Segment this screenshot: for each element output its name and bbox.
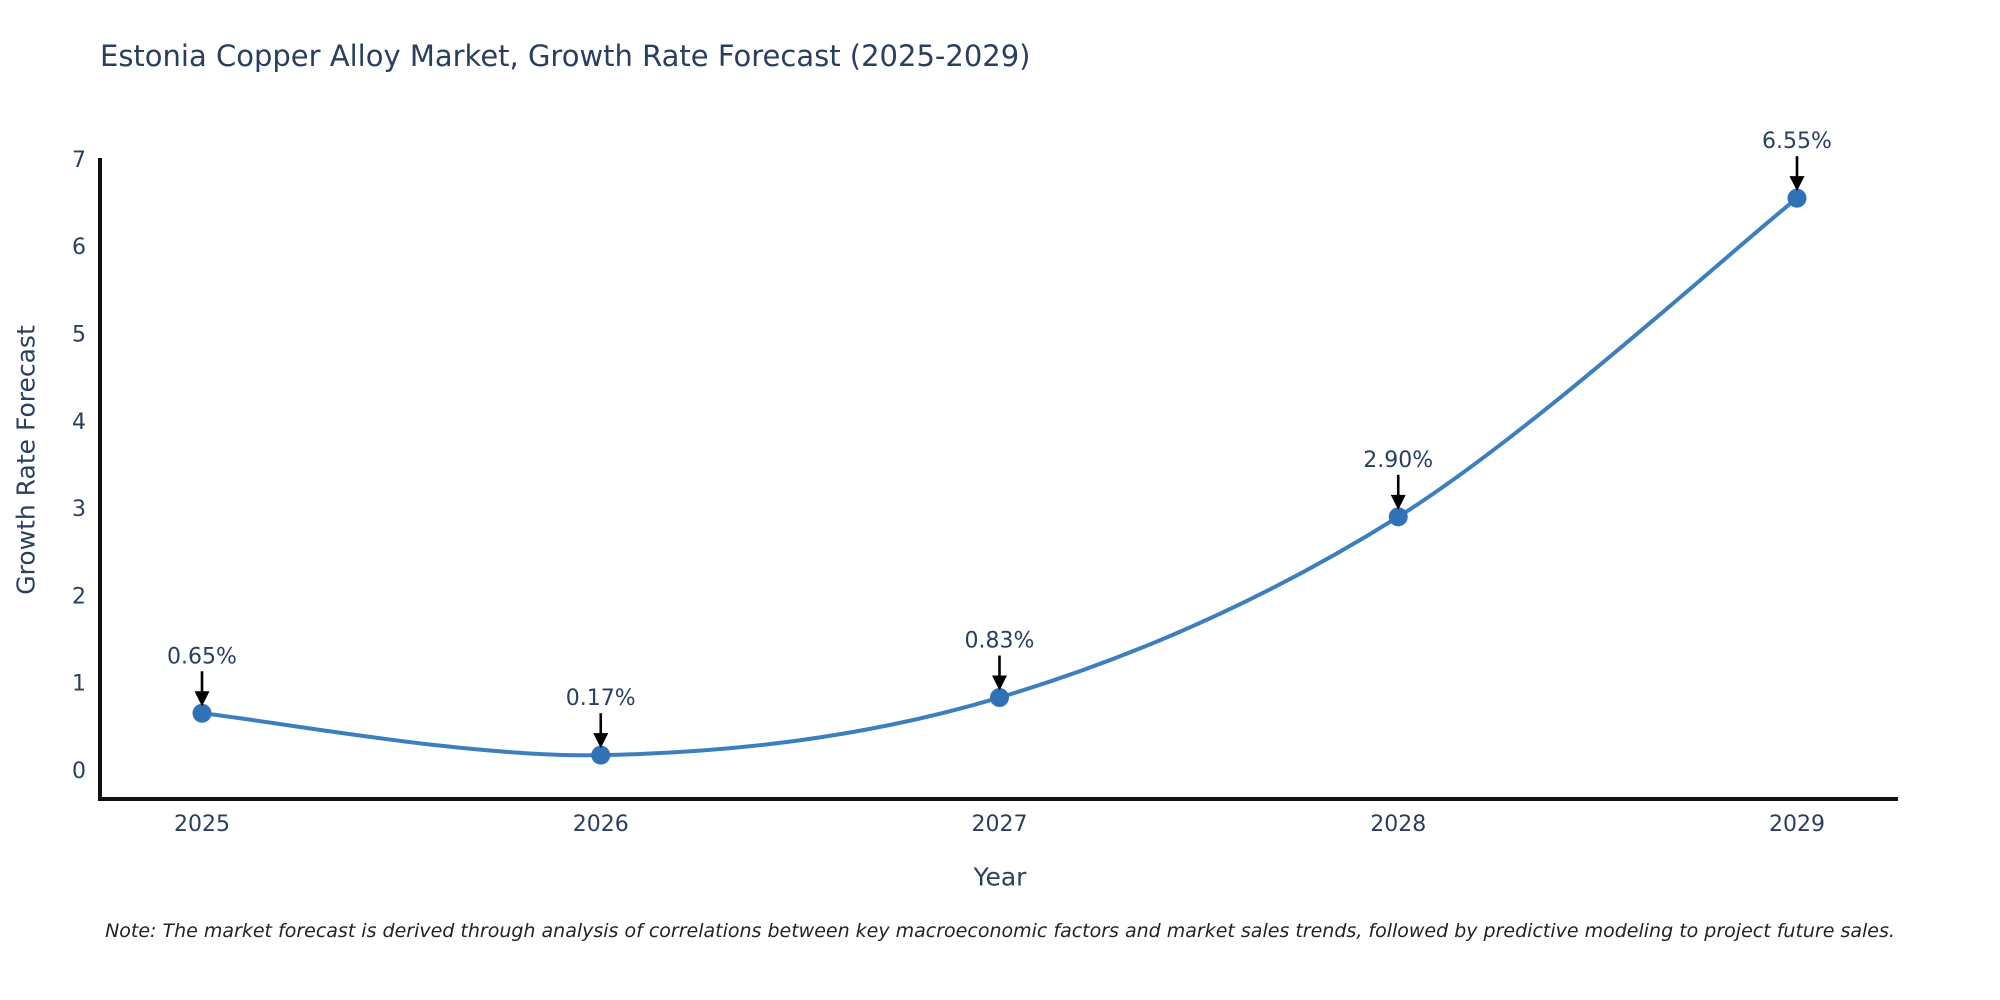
data-point-label: 6.55% [1762,129,1832,154]
y-tick-label: 0 [72,759,86,784]
y-tick-label: 5 [72,323,86,348]
data-point-label: 0.17% [566,686,636,711]
y-tick-label: 2 [72,584,86,609]
chart-title: Estonia Copper Alloy Market, Growth Rate… [100,39,1031,73]
annotation-arrowhead [992,675,1007,691]
y-tick-label: 6 [72,235,86,260]
annotation-arrowhead [194,691,210,707]
x-tick-label: 2025 [174,812,230,837]
x-tick-label: 2029 [1769,812,1825,837]
x-axis-title: Year [973,862,1027,892]
annotation-arrowhead [1789,176,1805,192]
data-point-2027 [990,688,1009,708]
footnote: Note: The market forecast is derived thr… [105,920,1895,942]
y-tick-label: 4 [72,410,86,435]
y-tick-label: 1 [72,672,86,697]
data-point-2025 [192,703,212,723]
x-tick-label: 2028 [1370,812,1426,837]
annotation-arrowhead [1390,494,1406,510]
data-point-2028 [1388,507,1408,527]
annotation-arrowhead [593,733,609,749]
data-point-label: 0.65% [167,644,237,669]
data-point-label: 2.90% [1363,448,1433,473]
data-point-2026 [591,745,611,765]
data-point-2029 [1787,188,1807,208]
x-tick-label: 2026 [573,812,629,837]
data-point-label: 0.83% [965,629,1035,654]
y-tick-label: 7 [72,148,86,173]
y-tick-label: 3 [72,497,86,522]
x-tick-label: 2027 [972,812,1028,837]
